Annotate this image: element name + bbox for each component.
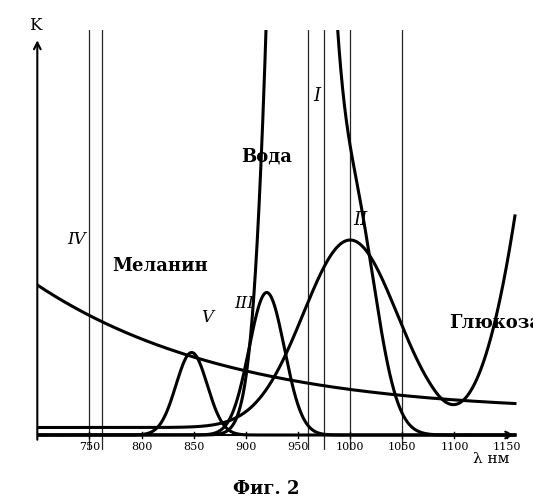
Text: V: V: [201, 309, 213, 326]
Text: 1050: 1050: [388, 442, 417, 452]
Text: K: K: [29, 16, 42, 34]
Text: 1100: 1100: [440, 442, 469, 452]
Text: Вода: Вода: [241, 147, 292, 165]
Text: 950: 950: [287, 442, 309, 452]
Text: I: I: [313, 87, 320, 105]
Text: IV: IV: [68, 230, 86, 248]
Text: 1000: 1000: [336, 442, 365, 452]
Text: Глюкоза: Глюкоза: [449, 314, 533, 332]
Text: Меланин: Меланин: [112, 257, 208, 275]
Text: 900: 900: [235, 442, 256, 452]
Text: Фиг. 2: Фиг. 2: [233, 480, 300, 498]
Text: 750: 750: [79, 442, 100, 452]
Text: III: III: [235, 295, 254, 312]
Text: λ нм: λ нм: [473, 452, 510, 466]
Text: II: II: [353, 211, 368, 229]
Text: 800: 800: [131, 442, 152, 452]
Text: 850: 850: [183, 442, 205, 452]
Text: 1150: 1150: [492, 442, 521, 452]
